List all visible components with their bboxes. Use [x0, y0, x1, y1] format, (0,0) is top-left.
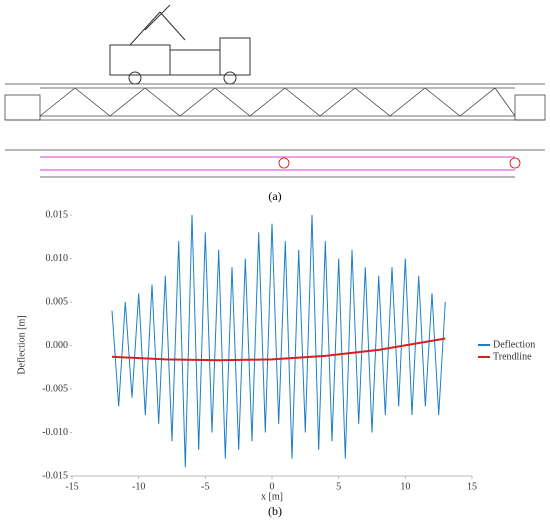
- y-axis-label: Deflection [m]: [16, 315, 27, 374]
- caption: (b): [268, 504, 282, 518]
- legend-label: Trendline: [493, 351, 532, 362]
- x-axis-label: x [m]: [261, 491, 283, 502]
- x-tick-label: 10: [400, 481, 410, 492]
- caption: (a): [268, 189, 281, 203]
- y-tick-label: 0.010: [46, 253, 69, 264]
- y-tick-label: -0.015: [42, 470, 68, 481]
- x-tick-label: -15: [65, 481, 78, 492]
- x-tick-label: 5: [336, 481, 341, 492]
- y-tick-label: -0.010: [42, 427, 68, 438]
- data-line: [111, 337, 446, 362]
- truck-drawing: [109, 4, 251, 85]
- x-tick-label: 0: [270, 481, 275, 492]
- x-tick-label: -10: [132, 481, 145, 492]
- y-tick-label: 0.000: [46, 340, 69, 351]
- y-tick-label: -0.005: [42, 383, 68, 394]
- y-tick-label: 0.005: [46, 296, 69, 307]
- y-tick-label: 0.015: [46, 209, 69, 220]
- legend-label: Deflection: [493, 339, 535, 350]
- truss-drawing: [4, 83, 546, 178]
- x-tick-label: -5: [201, 481, 209, 492]
- x-tick-label: 15: [467, 481, 477, 492]
- data-line: [111, 214, 446, 468]
